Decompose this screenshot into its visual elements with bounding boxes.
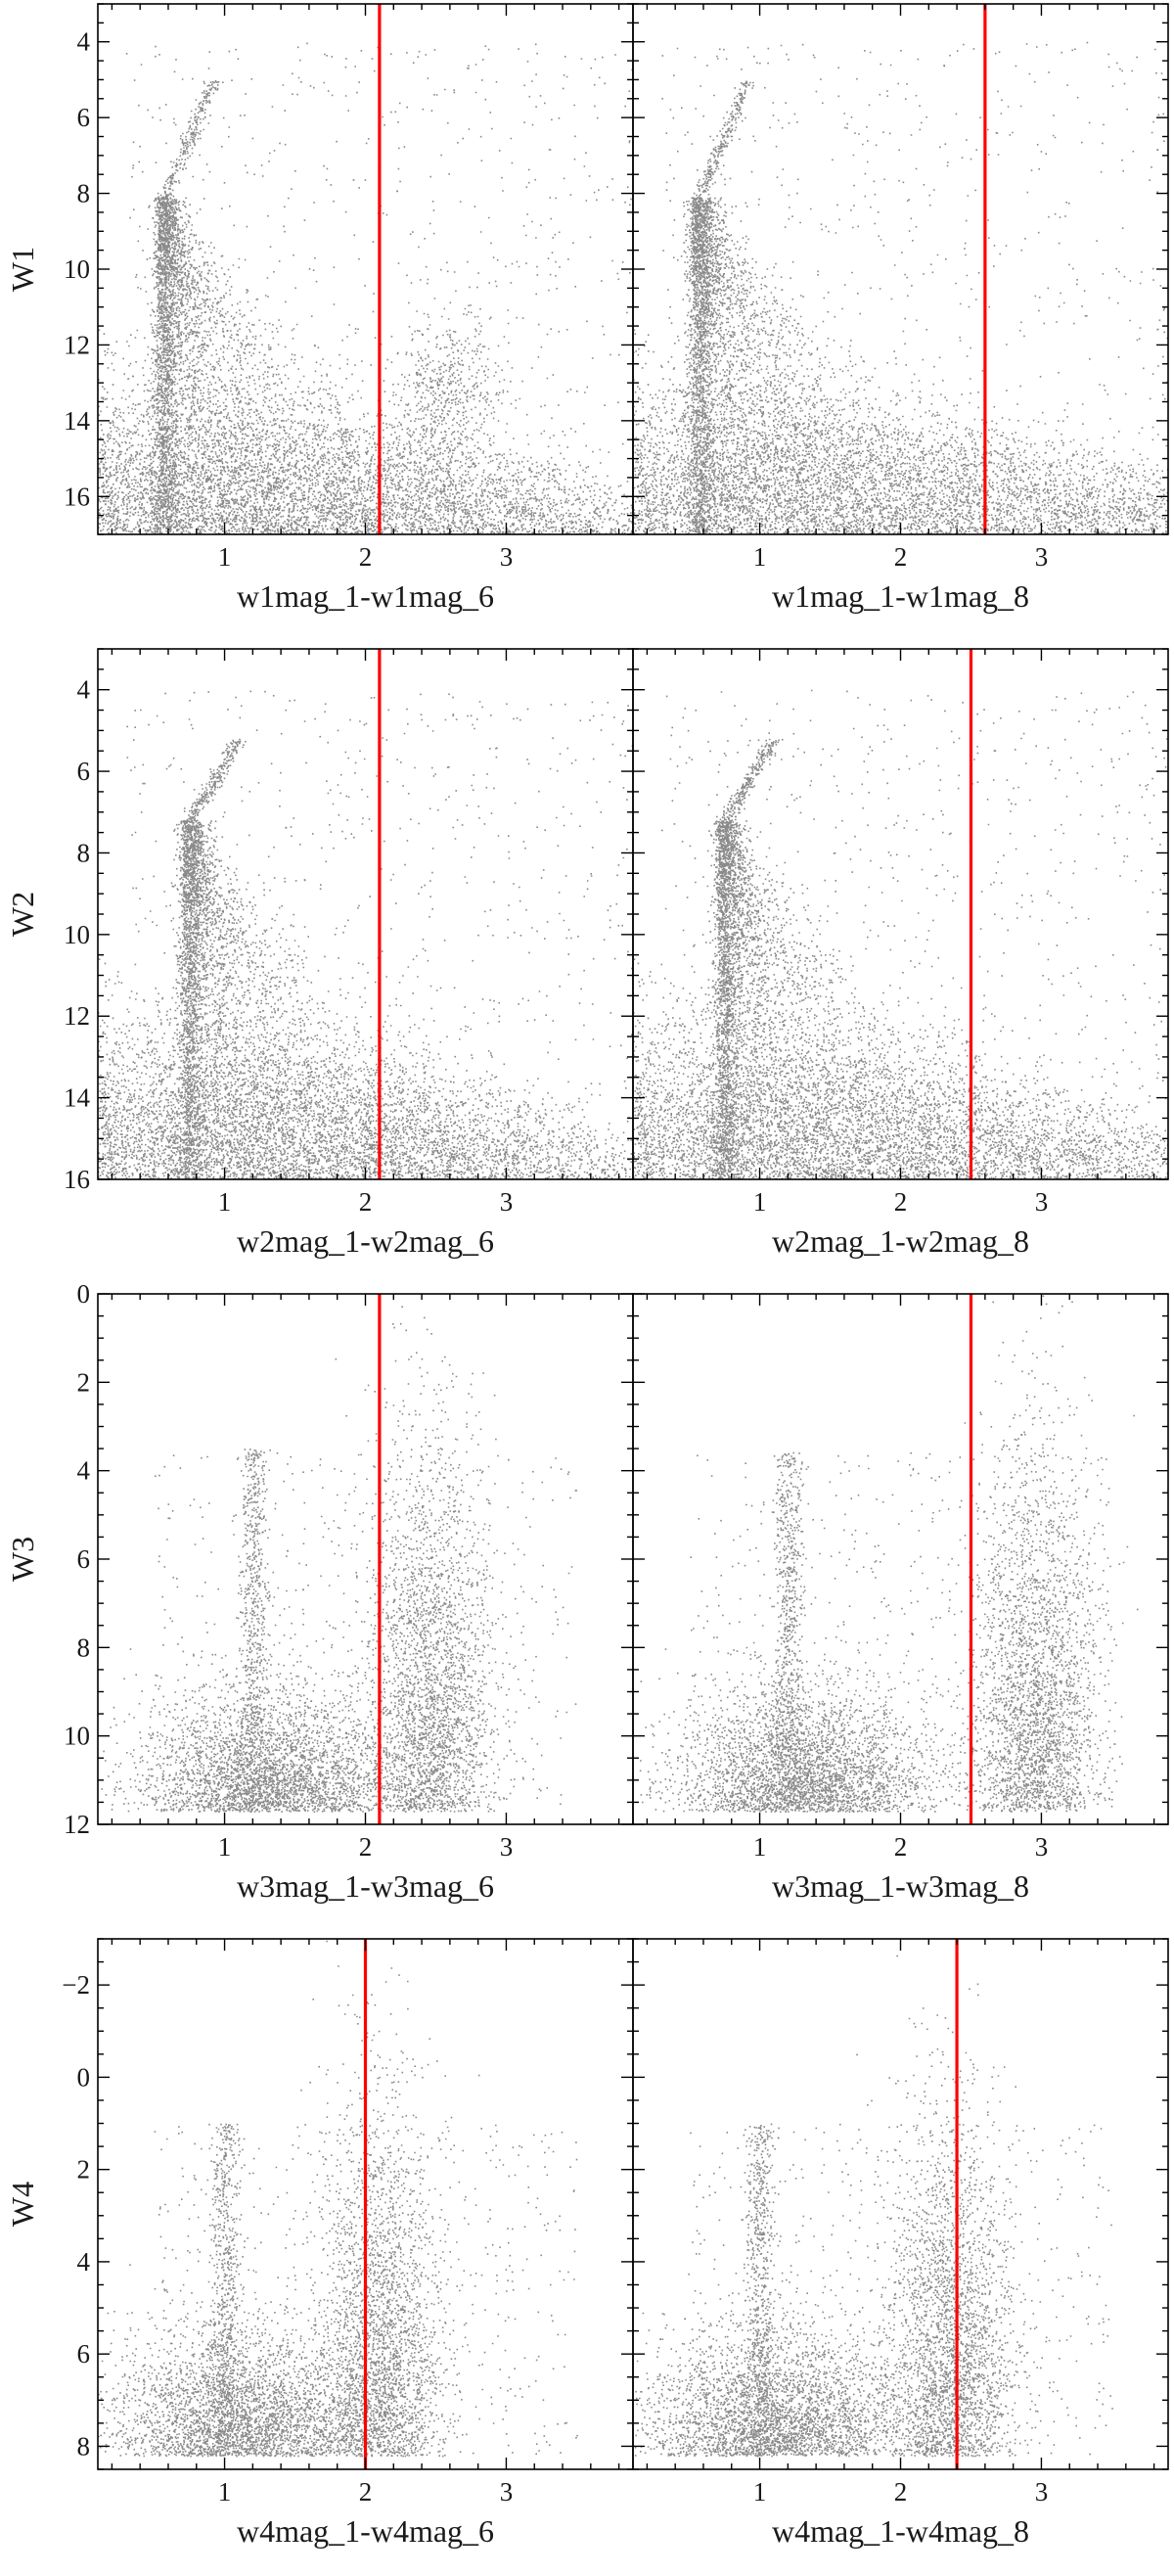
- scatter-points: [561, 42, 1174, 536]
- y-tick-label: 0: [77, 2062, 91, 2092]
- y-tick-label: 4: [77, 2247, 91, 2277]
- x-tick-label: 1: [753, 1832, 767, 1862]
- y-axis-label: W2: [5, 892, 40, 937]
- x-tick-label: 2: [894, 1832, 908, 1862]
- y-tick-label: 2: [77, 1367, 91, 1397]
- x-tick-label: 2: [894, 1187, 908, 1217]
- y-tick-label: 14: [64, 406, 91, 436]
- x-axis-label: w2mag_1-w2mag_8: [772, 1223, 1029, 1259]
- x-axis-label: w1mag_1-w1mag_8: [772, 578, 1029, 614]
- x-axis-label: w1mag_1-w1mag_6: [237, 578, 494, 614]
- y-tick-label: 12: [64, 330, 90, 359]
- x-tick-label: 3: [1035, 2477, 1049, 2507]
- x-tick-label: 3: [500, 1187, 514, 1217]
- x-axis-label: w3mag_1-w3mag_8: [772, 1868, 1029, 1904]
- y-tick-label: 10: [64, 1722, 90, 1751]
- x-tick-label: 3: [500, 542, 514, 572]
- y-tick-label: 16: [64, 482, 90, 511]
- y-tick-label: 8: [77, 1633, 91, 1662]
- y-tick-label: 4: [77, 1456, 91, 1486]
- y-tick-label: −2: [62, 1970, 90, 2000]
- x-tick-label: 3: [1035, 1187, 1049, 1217]
- y-tick-label: 6: [77, 1544, 91, 1574]
- x-tick-label: 3: [500, 2477, 514, 2507]
- x-tick-label: 3: [500, 1832, 514, 1862]
- y-tick-label: 6: [77, 2339, 91, 2369]
- y-tick-label: 16: [64, 1165, 90, 1194]
- y-tick-label: 0: [77, 1279, 91, 1309]
- x-tick-label: 1: [218, 1187, 232, 1217]
- x-axis-label: w4mag_1-w4mag_6: [237, 2513, 494, 2549]
- scatter-points: [604, 1209, 1168, 1813]
- x-tick-label: 1: [753, 2477, 767, 2507]
- y-axis-label: W1: [5, 247, 40, 292]
- x-axis-label: w3mag_1-w3mag_6: [237, 1868, 494, 1904]
- x-tick-label: 1: [218, 542, 232, 572]
- y-tick-label: 12: [64, 1001, 90, 1031]
- x-tick-label: 2: [894, 542, 908, 572]
- y-tick-label: 8: [77, 179, 91, 208]
- y-tick-label: 14: [64, 1083, 91, 1113]
- axes-frame: [633, 1939, 1168, 2469]
- x-tick-label: 3: [1035, 1832, 1049, 1862]
- axes-frame: [98, 4, 633, 534]
- x-tick-label: 2: [359, 542, 373, 572]
- x-tick-label: 1: [218, 2477, 232, 2507]
- x-tick-label: 2: [894, 2477, 908, 2507]
- y-tick-label: 10: [64, 254, 90, 284]
- scatter-points: [24, 1909, 578, 2458]
- y-tick-label: 6: [77, 757, 91, 786]
- x-tick-label: 2: [359, 2477, 373, 2507]
- scatter-points: [53, 1054, 577, 1814]
- x-tick-label: 2: [359, 1832, 373, 1862]
- x-tick-label: 3: [1035, 542, 1049, 572]
- y-tick-label: 4: [77, 27, 91, 57]
- y-tick-label: 6: [77, 103, 91, 132]
- x-axis-label: w2mag_1-w2mag_6: [237, 1223, 494, 1259]
- y-tick-label: 2: [77, 2155, 91, 2185]
- y-tick-label: 12: [64, 1810, 90, 1839]
- scatter-points: [592, 690, 1174, 1181]
- y-tick-label: 4: [77, 675, 91, 705]
- y-tick-label: 8: [77, 838, 91, 867]
- x-tick-label: 1: [753, 1187, 767, 1217]
- y-axis-label: W3: [5, 1537, 40, 1582]
- axes-frame: [98, 1294, 633, 1824]
- panel-w4-left: 1 2 3 −2 0 2 4 6 8 w4mag_1-w4mag_6 W4: [5, 1909, 633, 2549]
- x-axis-label: w4mag_1-w4mag_8: [772, 2513, 1029, 2549]
- x-tick-label: 2: [359, 1187, 373, 1217]
- y-tick-label: 10: [64, 920, 90, 949]
- x-tick-label: 1: [218, 1832, 232, 1862]
- x-tick-label: 1: [753, 542, 767, 572]
- y-tick-label: 8: [77, 2431, 91, 2461]
- y-axis-label: W4: [5, 2182, 40, 2227]
